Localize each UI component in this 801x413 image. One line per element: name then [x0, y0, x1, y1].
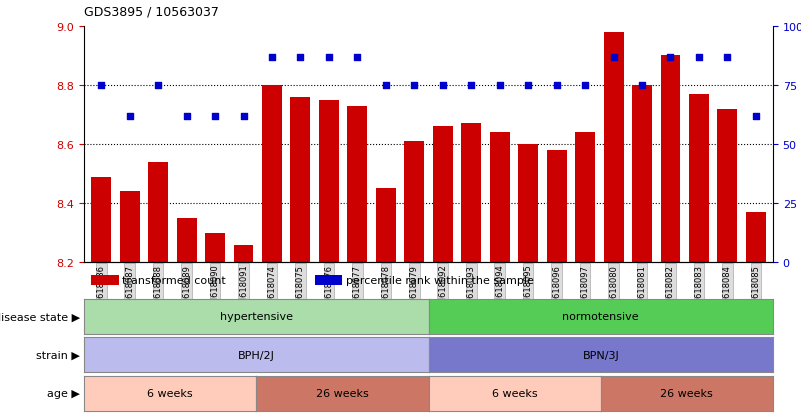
Bar: [689, 95, 709, 263]
Bar: [461, 124, 481, 263]
Text: hypertensive: hypertensive: [219, 311, 293, 322]
Point: [266, 54, 279, 61]
Bar: [661, 56, 681, 263]
Text: BPN/3J: BPN/3J: [582, 350, 619, 360]
Point: [380, 83, 392, 89]
Point: [493, 83, 506, 89]
Point: [465, 83, 477, 89]
Point: [578, 83, 591, 89]
Bar: [546, 151, 566, 263]
Text: 6 weeks: 6 weeks: [492, 388, 537, 399]
Text: disease state ▶: disease state ▶: [0, 311, 80, 322]
Point: [208, 113, 221, 120]
Point: [521, 83, 534, 89]
Bar: [433, 127, 453, 263]
Point: [437, 83, 449, 89]
Bar: [291, 97, 311, 263]
Text: strain ▶: strain ▶: [36, 350, 80, 360]
Point: [151, 83, 164, 89]
Text: GDS3895 / 10563037: GDS3895 / 10563037: [84, 6, 219, 19]
Text: 26 weeks: 26 weeks: [661, 388, 713, 399]
Point: [693, 54, 706, 61]
Bar: [262, 86, 282, 263]
FancyBboxPatch shape: [91, 275, 119, 286]
Point: [95, 83, 107, 89]
Text: 26 weeks: 26 weeks: [316, 388, 368, 399]
Point: [664, 54, 677, 61]
Bar: [746, 213, 766, 263]
Text: 6 weeks: 6 weeks: [147, 388, 193, 399]
Point: [351, 54, 364, 61]
Bar: [518, 145, 538, 263]
FancyBboxPatch shape: [315, 275, 343, 286]
Point: [294, 54, 307, 61]
Bar: [205, 233, 225, 263]
Point: [750, 113, 763, 120]
Text: transformed count: transformed count: [122, 275, 226, 285]
Point: [607, 54, 620, 61]
Point: [180, 113, 193, 120]
Point: [550, 83, 563, 89]
Point: [237, 113, 250, 120]
Point: [323, 54, 336, 61]
Point: [636, 83, 649, 89]
Bar: [91, 177, 111, 263]
Bar: [718, 109, 738, 263]
Bar: [604, 33, 623, 263]
Bar: [119, 192, 139, 263]
Bar: [489, 133, 509, 263]
Bar: [632, 86, 652, 263]
Point: [123, 113, 136, 120]
Text: normotensive: normotensive: [562, 311, 639, 322]
Text: percentile rank within the sample: percentile rank within the sample: [346, 275, 533, 285]
Bar: [148, 162, 168, 263]
Text: age ▶: age ▶: [47, 388, 80, 399]
Bar: [176, 218, 196, 263]
Bar: [376, 189, 396, 263]
Text: BPH/2J: BPH/2J: [238, 350, 275, 360]
Bar: [234, 245, 253, 263]
Bar: [319, 100, 339, 263]
Point: [408, 83, 421, 89]
Bar: [405, 142, 425, 263]
Bar: [348, 107, 368, 263]
Bar: [575, 133, 595, 263]
Point: [721, 54, 734, 61]
